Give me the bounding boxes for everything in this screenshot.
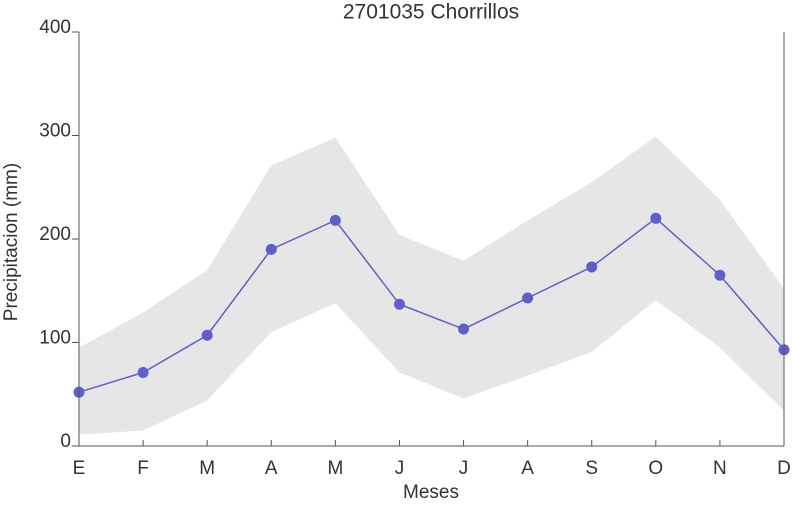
x-tick-label: M bbox=[199, 458, 215, 479]
chart-title: 2701035 Chorrillos bbox=[343, 1, 519, 24]
y-tick-label: 100 bbox=[39, 328, 71, 349]
marker bbox=[714, 269, 726, 281]
marker bbox=[329, 214, 341, 226]
y-tick-label: 400 bbox=[39, 17, 71, 38]
x-tick-label: F bbox=[137, 458, 149, 479]
x-tick-label: J bbox=[459, 458, 469, 479]
x-tick-label: S bbox=[585, 458, 598, 479]
marker bbox=[201, 329, 213, 341]
x-tick-label: M bbox=[327, 458, 343, 479]
y-tick-label: 300 bbox=[39, 121, 71, 142]
y-tick-label: 0 bbox=[60, 431, 71, 452]
x-tick-label: J bbox=[395, 458, 405, 479]
marker bbox=[522, 292, 534, 304]
marker bbox=[393, 298, 405, 310]
marker bbox=[137, 367, 149, 379]
y-tick-label: 200 bbox=[39, 224, 71, 245]
y-axis-label: Precipitacion (mm) bbox=[1, 163, 22, 321]
x-tick-label: E bbox=[73, 458, 86, 479]
line bbox=[78, 217, 785, 393]
x-tick-label: N bbox=[713, 458, 727, 479]
x-tick-label: A bbox=[265, 458, 278, 479]
x-tick-label: O bbox=[648, 458, 663, 479]
marker bbox=[650, 212, 662, 224]
marker bbox=[586, 261, 598, 273]
band-area bbox=[79, 136, 784, 435]
x-tick-label: A bbox=[521, 458, 534, 479]
x-axis-label: Meses bbox=[403, 482, 459, 503]
marker bbox=[265, 243, 277, 255]
x-tick-label: D bbox=[777, 458, 791, 479]
marker bbox=[458, 323, 470, 335]
